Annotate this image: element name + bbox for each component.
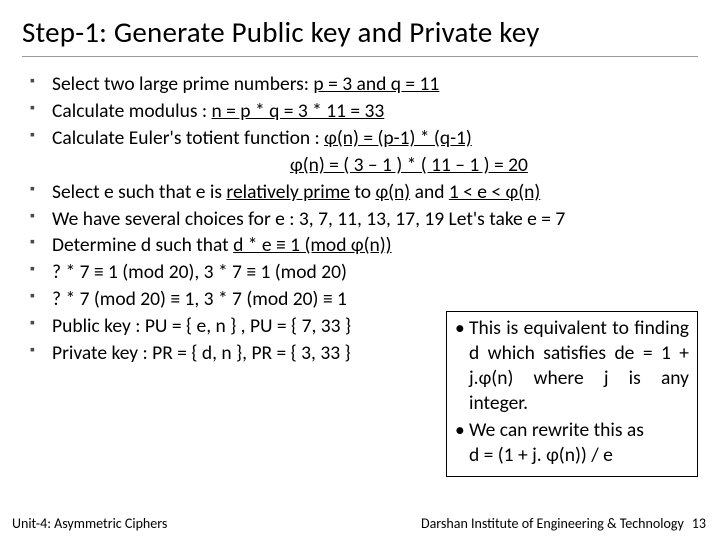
underline-text: 1 < e < φ(n) bbox=[449, 180, 540, 204]
text: Select two large prime numbers: bbox=[52, 72, 313, 96]
bullet-item: Calculate Euler's totient function : φ(n… bbox=[30, 125, 698, 152]
underline-text: relatively prime bbox=[226, 180, 350, 204]
bullet-item: Determine d such that d * e ≡ 1 (mod φ(n… bbox=[30, 232, 698, 259]
bullet-item: ? * 7 (mod 20) ≡ 1, 3 * 7 (mod 20) ≡ 1 bbox=[30, 286, 698, 313]
bullet-item: We have several choices for e : 3, 7, 11… bbox=[30, 206, 698, 233]
slide-title: Step-1: Generate Public key and Private … bbox=[22, 14, 698, 57]
text: Calculate modulus : bbox=[52, 99, 212, 123]
bullet-list: Select two large prime numbers: p = 3 an… bbox=[22, 71, 698, 152]
underline-text: φ(n) bbox=[375, 180, 410, 204]
text: Calculate Euler's totient function : bbox=[52, 126, 324, 150]
text: We can rewrite this as bbox=[469, 418, 644, 442]
callout-box: This is equivalent to finding d which sa… bbox=[446, 311, 698, 477]
footer-right: Darshan Institute of Engineering & Techn… bbox=[421, 515, 706, 532]
underline-text: d * e ≡ 1 (mod φ(n)) bbox=[233, 233, 391, 257]
underline-text: φ(n) = ( 3 – 1 ) * ( 11 – 1 ) = 20 bbox=[290, 153, 528, 177]
bullet-item: Select e such that e is relatively prime… bbox=[30, 179, 698, 206]
callout-item: We can rewrite this as d = (1 + j. φ(n))… bbox=[455, 418, 689, 468]
underline-text: φ(n) = (p-1) * (q-1) bbox=[324, 126, 472, 150]
slide-content: Select two large prime numbers: p = 3 an… bbox=[22, 71, 698, 367]
page-number: 13 bbox=[692, 515, 706, 532]
footer-left: Unit-4: Asymmetric Ciphers bbox=[12, 515, 167, 532]
callout-item: This is equivalent to finding d which sa… bbox=[455, 316, 689, 416]
slide-footer: Unit-4: Asymmetric Ciphers Darshan Insti… bbox=[0, 515, 720, 532]
text: d = (1 + j. φ(n)) / e bbox=[469, 443, 613, 467]
text: to bbox=[350, 180, 375, 204]
underline-text: n = p * q = 3 * 11 = 33 bbox=[212, 99, 385, 123]
bullet-item: ? * 7 ≡ 1 (mod 20), 3 * 7 ≡ 1 (mod 20) bbox=[30, 259, 698, 286]
text: Determine d such that bbox=[52, 233, 233, 257]
footer-institute: Darshan Institute of Engineering & Techn… bbox=[421, 515, 684, 532]
continuation-line: φ(n) = ( 3 – 1 ) * ( 11 – 1 ) = 20 bbox=[260, 152, 698, 179]
underline-text: p = 3 and q = 11 bbox=[313, 72, 439, 96]
slide: Step-1: Generate Public key and Private … bbox=[0, 0, 720, 540]
bullet-item: Calculate modulus : n = p * q = 3 * 11 =… bbox=[30, 98, 698, 125]
text: Select e such that e is bbox=[52, 180, 226, 204]
bullet-item: Select two large prime numbers: p = 3 an… bbox=[30, 71, 698, 98]
text: and bbox=[410, 180, 449, 204]
